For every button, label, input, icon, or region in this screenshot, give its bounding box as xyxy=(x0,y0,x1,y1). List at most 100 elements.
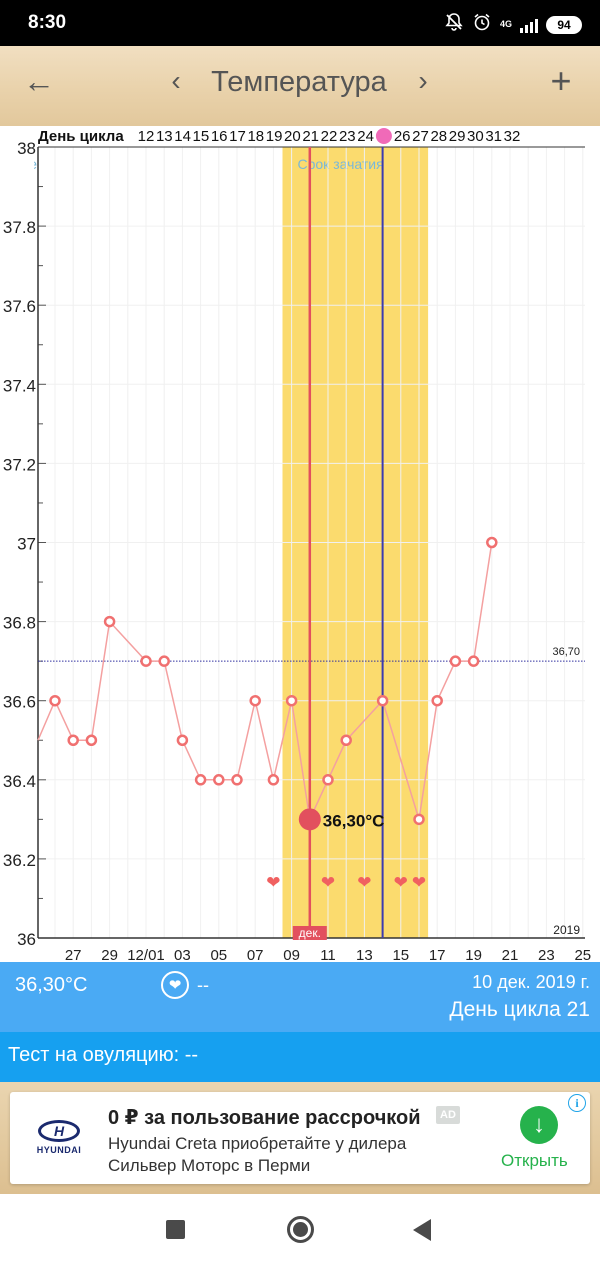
ad-open-button[interactable]: Открыть xyxy=(501,1151,568,1170)
selected-day-info: 36,30°C ❤ -- 10 дек. 2019 г. День цикла … xyxy=(0,962,600,1032)
temperature-point xyxy=(376,694,389,707)
network-type-label: 4G xyxy=(499,19,512,29)
intercourse-heart-icon[interactable]: ❤ xyxy=(161,971,189,999)
system-back-icon[interactable] xyxy=(413,1219,431,1241)
x-date-label: 07 xyxy=(247,947,264,962)
add-entry-button[interactable]: + xyxy=(550,60,572,101)
cycle-day-number: 14 xyxy=(174,128,191,145)
y-tick-label: 37 xyxy=(17,535,36,554)
y-tick-label: 38 xyxy=(17,139,36,158)
ad-badge: AD xyxy=(436,1106,460,1124)
temperature-chart[interactable]: Срок зачатияМесячные3837.837.637.437.237… xyxy=(0,126,600,962)
ad-body-line-2: Сильвер Моторс в Перми xyxy=(108,1156,311,1175)
hyundai-logo-text: HYUNDAI xyxy=(36,1145,82,1155)
ad-body-line-1: Hyundai Creta приобретайте у дилера xyxy=(108,1134,407,1153)
ad-strip: H HYUNDAI 0 ₽ за пользование рассрочкой … xyxy=(0,1082,600,1194)
cycle-day-number: 32 xyxy=(504,128,521,145)
temperature-point xyxy=(285,694,298,707)
battery-icon: 94 xyxy=(546,15,582,34)
signal-icon xyxy=(520,17,538,33)
month-label: дек. xyxy=(299,926,321,940)
y-tick-label: 36.8 xyxy=(3,614,36,633)
hyundai-logo-mark: H xyxy=(38,1120,80,1142)
cycle-day-number: 24 xyxy=(357,128,374,145)
intercourse-heart-icon: ❤ xyxy=(266,873,280,893)
temperature-point xyxy=(176,734,189,746)
x-date-label: 05 xyxy=(210,947,227,962)
next-cycle-button[interactable]: › xyxy=(418,65,428,96)
x-date-label: 21 xyxy=(502,947,519,962)
x-date-label: 11 xyxy=(320,947,336,962)
cycle-day-number: 30 xyxy=(467,128,484,145)
selected-point-label: 36,30°C xyxy=(323,811,385,830)
cycle-day-number: 12 xyxy=(138,128,155,145)
y-tick-label: 37.6 xyxy=(3,297,36,316)
temperature-point xyxy=(213,774,225,786)
cycle-day-number: 31 xyxy=(485,128,502,145)
x-date-label: 17 xyxy=(429,947,446,962)
temperature-point xyxy=(140,655,152,667)
period-label-mask xyxy=(0,151,34,175)
intercourse-heart-icon: ❤ xyxy=(357,873,371,893)
intercourse-value: -- xyxy=(197,975,209,995)
x-date-label: 12/01 xyxy=(127,947,165,962)
recents-icon[interactable] xyxy=(166,1220,185,1239)
chart-svg: Срок зачатияМесячные3837.837.637.437.237… xyxy=(0,128,591,962)
home-icon[interactable] xyxy=(287,1216,314,1243)
temperature-point xyxy=(322,774,334,786)
y-tick-label: 37.8 xyxy=(3,218,36,237)
temperature-point xyxy=(231,774,243,786)
screen-title: Температура xyxy=(211,66,387,98)
cycle-day-number: 27 xyxy=(412,128,429,145)
ad-info-icon[interactable]: i xyxy=(568,1094,586,1112)
temperature-point xyxy=(85,734,98,746)
x-date-label: 25 xyxy=(574,947,591,962)
coverline-label: 36,70 xyxy=(552,646,580,658)
previous-cycle-button[interactable]: ‹ xyxy=(171,65,181,96)
ovulation-test-label: Тест на овуляцию: -- xyxy=(8,1044,199,1066)
y-tick-label: 37.4 xyxy=(3,376,36,395)
back-button[interactable]: ← xyxy=(23,63,55,99)
temperature-point xyxy=(431,694,443,707)
cycle-day-number: 23 xyxy=(339,128,356,145)
temperature-point xyxy=(449,655,462,667)
y-tick-label: 36 xyxy=(17,930,36,949)
temperature-point xyxy=(194,774,207,786)
status-time: 8:30 xyxy=(28,12,67,33)
intercourse-heart-icon: ❤ xyxy=(412,873,426,893)
ad-headline[interactable]: 0 ₽ за пользование рассрочкой xyxy=(108,1107,421,1129)
status-bar: 8:30 4G 94 xyxy=(0,0,600,46)
cycle-day-header-label: День цикла xyxy=(38,128,124,145)
cycle-day-number: 13 xyxy=(156,128,173,145)
y-tick-label: 36.6 xyxy=(3,693,36,712)
temperature-point xyxy=(467,655,480,667)
ovulation-test-row[interactable]: Тест на овуляцию: -- xyxy=(0,1032,600,1082)
fertile-window-label: Срок зачатия xyxy=(298,156,384,172)
cycle-day-number: 16 xyxy=(211,128,228,145)
cycle-day-number: 18 xyxy=(247,128,264,145)
x-date-label: 03 xyxy=(174,947,191,962)
temperature-point xyxy=(249,694,261,707)
cycle-day-number: 29 xyxy=(449,128,466,145)
temperature-point xyxy=(67,734,79,746)
y-tick-label: 36.2 xyxy=(3,851,36,870)
x-date-label: 13 xyxy=(356,947,373,962)
cycle-day-number: 19 xyxy=(266,128,283,145)
alarm-icon xyxy=(472,12,492,37)
ad-open-icon[interactable]: ↓ xyxy=(520,1106,558,1144)
year-label: 2019 xyxy=(553,923,580,937)
ad-card[interactable]: H HYUNDAI 0 ₽ за пользование рассрочкой … xyxy=(10,1092,590,1184)
temperature-point xyxy=(486,536,498,549)
temperature-point xyxy=(413,813,425,826)
y-tick-label: 37.2 xyxy=(3,455,36,474)
selected-point xyxy=(298,808,321,831)
selected-cycle-day: День цикла 21 xyxy=(449,998,590,1021)
cycle-day-number: 20 xyxy=(284,128,301,145)
x-date-label: 23 xyxy=(538,947,555,962)
cycle-day-number: 17 xyxy=(229,128,246,145)
x-date-label: 27 xyxy=(65,947,82,962)
temperature-point xyxy=(267,774,280,786)
x-date-label: 15 xyxy=(392,947,409,962)
temperature-point xyxy=(340,734,352,746)
cycle-day-number: 21 xyxy=(302,128,319,145)
